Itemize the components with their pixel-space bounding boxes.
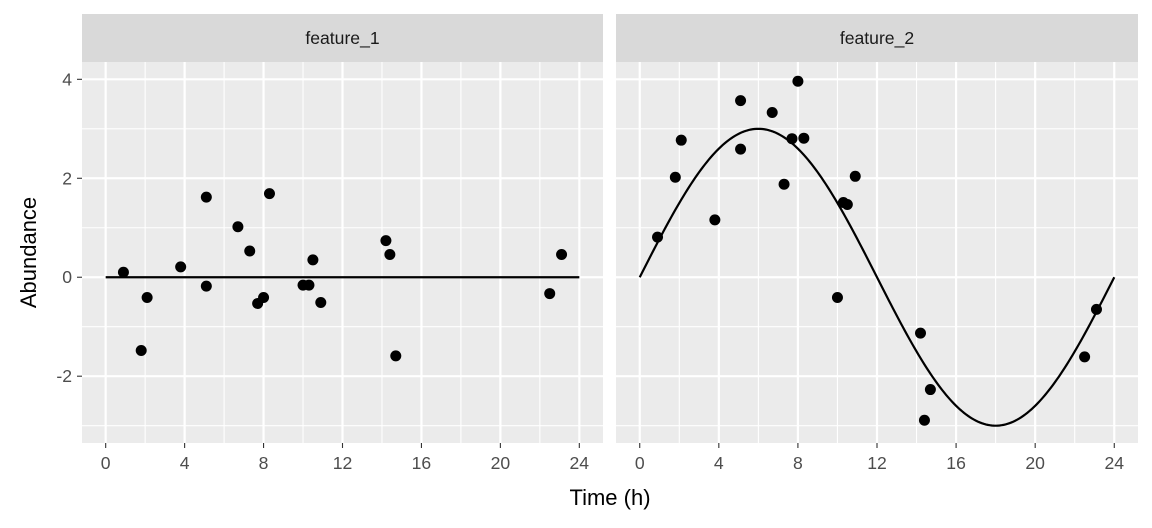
x-tick-label: 0 [635, 453, 645, 473]
y-tick-label: 2 [62, 168, 72, 188]
x-tick-label: 24 [1104, 453, 1124, 473]
x-tick-label: 20 [1025, 453, 1045, 473]
data-point [175, 261, 187, 273]
data-point [778, 178, 790, 190]
x-tick-label: 8 [793, 453, 803, 473]
data-point [915, 327, 926, 339]
data-point [924, 384, 936, 396]
data-point [117, 266, 129, 278]
fit-curve [638, 127, 1116, 427]
data-point [141, 292, 153, 304]
facet-panel-2: feature_2 0 4 8 12 16 20 24 [616, 14, 1138, 473]
facet-strip-label: feature_2 [840, 28, 914, 49]
data-point [258, 292, 270, 304]
facet-strip [82, 14, 603, 62]
y-tick-label: 4 [62, 69, 72, 89]
x-tick-label: 16 [412, 453, 432, 473]
data-point [675, 134, 687, 146]
data-point [735, 95, 747, 107]
facet-strip [616, 14, 1138, 62]
x-tick-label: 16 [946, 453, 966, 473]
data-point [200, 191, 212, 203]
x-tick-label: 24 [570, 453, 590, 473]
data-point [1079, 351, 1091, 363]
data-point [200, 280, 212, 292]
data-point [831, 292, 843, 304]
data-point [652, 231, 664, 243]
data-point [841, 199, 853, 211]
x-tick-label: 8 [259, 453, 269, 473]
data-point [232, 221, 244, 233]
data-point [735, 143, 747, 155]
x-tick-label: 4 [180, 453, 190, 473]
data-point [544, 288, 556, 300]
data-point [786, 133, 798, 145]
data-point [918, 414, 930, 426]
y-axis-title: Abundance [16, 197, 41, 308]
x-tick-label: 12 [867, 453, 887, 473]
data-point [849, 170, 861, 182]
data-point [263, 188, 275, 200]
data-point [384, 248, 396, 260]
data-point [1090, 303, 1102, 315]
facet-strip-label: feature_1 [305, 28, 379, 49]
x-axis-title: Time (h) [569, 485, 650, 510]
y-tick-label: -2 [56, 366, 72, 386]
data-point [556, 248, 568, 260]
data-point [307, 254, 319, 266]
x-tick-label: 0 [101, 453, 111, 473]
data-point [315, 296, 327, 308]
x-tick-label: 12 [333, 453, 353, 473]
data-point [244, 245, 256, 257]
data-point [798, 132, 810, 144]
data-point [766, 106, 778, 118]
data-point [390, 350, 402, 362]
data-point [669, 171, 681, 183]
data-point [380, 235, 392, 247]
data-point [303, 279, 315, 291]
x-tick-label: 4 [714, 453, 724, 473]
y-tick-label: 0 [62, 267, 72, 287]
x-tick-label: 20 [491, 453, 511, 473]
data-point [709, 214, 721, 226]
data-point [792, 75, 804, 87]
data-point [135, 344, 147, 356]
